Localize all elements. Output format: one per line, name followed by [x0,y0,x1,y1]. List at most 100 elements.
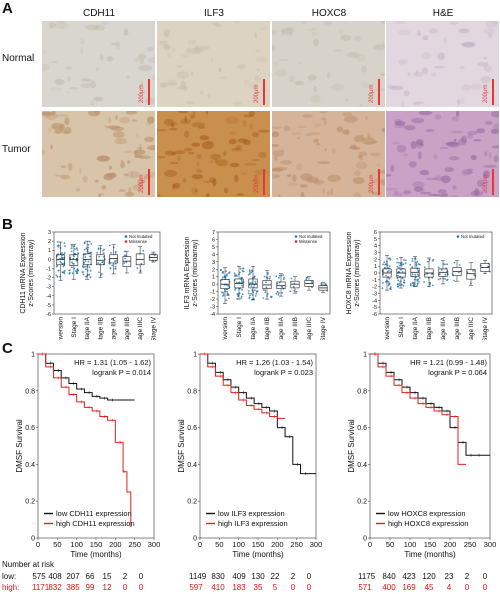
tissue-texture [167,79,177,88]
tissue-texture [258,151,268,159]
x-category-label: Stage IIA [84,316,91,340]
x-category-label: Stage IV [150,316,157,340]
tissue-texture [377,164,381,167]
tissue-texture [451,116,459,122]
y-tick-label: 2 [212,267,215,273]
x-category-label: Stage I [71,317,78,338]
data-point [71,266,73,269]
data-point [320,282,323,285]
x-tick-label: 300 [310,540,323,549]
tissue-texture [307,74,317,81]
tissue-texture [493,155,499,163]
data-point [114,267,117,270]
data-point [252,279,254,281]
risk-high-value: 0 [122,583,128,592]
x-tick-label: 200 [271,540,284,549]
tissue-texture [417,30,421,34]
tissue-texture [136,147,144,150]
tissue-texture [184,147,193,152]
tissue-texture [146,116,155,124]
data-point [417,270,420,272]
data-point [83,242,86,245]
hazard-ratio-text: HR = 1.31 (1.05 - 1.62) [74,358,151,367]
tissue-texture [313,179,325,185]
data-point [87,274,89,276]
data-point [414,273,417,276]
tissue-texture [80,83,92,89]
tissue-texture [457,98,461,105]
tissue-texture [342,129,350,135]
legend-label: high ILF3 expression [218,519,288,528]
data-point [409,283,412,286]
scale-bar [263,79,265,105]
data-point [384,263,387,266]
tissue-texture [120,159,124,164]
x-tick-label: 150 [252,540,265,549]
tissue-texture [443,36,447,44]
y-tick-label: 0 [48,257,51,263]
data-point [253,276,256,279]
risk-high-value: 5 [272,583,278,592]
data-point [398,264,401,267]
y-tick-label: -2 [46,276,51,282]
data-point [247,292,250,295]
data-point [97,247,100,250]
tissue-texture [302,114,313,118]
tissue-texture [80,47,84,55]
data-point [236,275,238,277]
tissue-texture [101,21,108,26]
data-point [278,281,281,284]
tissue-texture [425,177,438,181]
tissue-texture [198,126,206,129]
data-point [398,282,401,285]
x-tick-label: 100 [404,540,417,549]
x-category-label: Stage IIIC [306,317,313,340]
data-point [397,274,399,277]
risk-low-value: 409 [232,572,246,581]
legend-label: Not mutated [299,234,323,239]
tissue-texture [437,52,445,61]
tissue-texture [184,130,190,138]
tissue-texture [139,144,142,151]
tissue-texture [278,58,290,62]
data-point [403,279,406,282]
tissue-texture [484,28,495,35]
y-tick-label: 0.4 [187,462,197,469]
data-point [264,291,267,294]
data-point [151,253,154,255]
data-point [429,282,431,285]
tissue-texture [440,175,451,184]
tissue-texture [450,130,463,134]
data-point [324,282,327,285]
tissue-texture [470,83,483,90]
data-point [387,257,390,260]
data-point [74,248,76,250]
risk-low-value: 22 [270,572,280,581]
risk-high-value: 99 [85,583,95,592]
tissue-texture [361,82,372,89]
tissue-texture [59,123,65,132]
data-point [292,285,295,288]
x-tick-label: 200 [109,540,122,549]
data-point [262,289,265,291]
data-point [270,296,273,298]
tissue-texture [54,130,63,134]
data-point [383,261,386,264]
tissue-texture [404,125,416,131]
data-point [83,261,86,264]
data-point [437,266,440,269]
tissue-texture [491,21,499,25]
tissue-texture [397,59,408,65]
tissue-texture [460,97,465,105]
tissue-texture [197,45,210,51]
tissue-texture [403,153,409,156]
data-point [255,293,257,295]
risk-high-value: 400 [382,583,396,592]
data-point [277,294,280,296]
tissue-texture [272,144,280,147]
tissue-texture [95,67,100,71]
risk-low-value: 1175 [358,572,376,581]
tissue-texture [460,84,472,91]
data-point [228,271,231,273]
